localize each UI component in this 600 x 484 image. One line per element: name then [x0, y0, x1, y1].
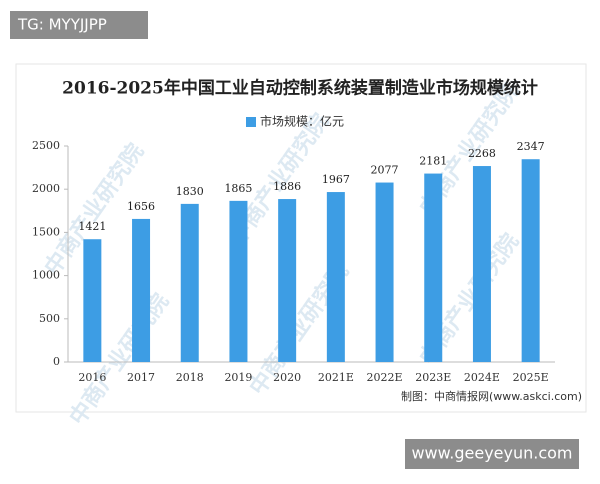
value-label: 2347 — [517, 140, 545, 153]
x-tick-label: 2022E — [367, 371, 403, 384]
source: 制图：中商情报网(www.askci.com) — [401, 389, 582, 403]
y-tick-label: 1000 — [32, 269, 60, 282]
y-tick-label: 2000 — [32, 182, 60, 195]
value-label: 1656 — [127, 200, 155, 213]
x-tick-label: 2024E — [464, 371, 500, 384]
chart-title: 2016-2025年中国工业自动控制系统装置制造业市场规模统计 — [62, 78, 538, 99]
x-tick-label: 2025E — [513, 371, 549, 384]
x-tick-label: 2023E — [415, 371, 451, 384]
y-tick-label: 2500 — [32, 139, 60, 152]
bar — [229, 200, 248, 362]
site-text: www.geeyeyun.com — [411, 444, 572, 463]
x-tick-label: 2020 — [273, 371, 301, 384]
x-tick-label: 2019 — [224, 371, 252, 384]
x-tick-label: 2021E — [318, 371, 354, 384]
bar — [83, 239, 102, 362]
value-label: 1830 — [176, 185, 204, 198]
value-label: 1886 — [273, 180, 301, 193]
bar — [278, 199, 297, 362]
bar — [424, 173, 443, 362]
x-tick-label: 2016 — [78, 371, 106, 384]
bar — [132, 218, 151, 362]
value-label: 2077 — [371, 164, 399, 177]
value-label: 1865 — [224, 182, 252, 195]
tag-text: TG: MYYJJPP — [17, 16, 107, 34]
bar — [326, 192, 345, 362]
value-label: 2181 — [419, 155, 447, 168]
bar — [375, 182, 394, 362]
x-tick-label: 2018 — [176, 371, 204, 384]
tag-box — [10, 11, 148, 39]
y-tick-label: 0 — [53, 355, 60, 368]
bar — [521, 159, 540, 362]
legend-label: 市场规模：亿元 — [260, 114, 344, 129]
y-tick-label: 1500 — [32, 225, 60, 238]
value-label: 1421 — [78, 220, 106, 233]
bar — [472, 166, 491, 362]
chart-frame — [15, 63, 587, 413]
x-tick-label: 2017 — [127, 371, 155, 384]
legend-swatch — [246, 117, 256, 127]
y-tick-label: 500 — [39, 312, 60, 325]
site-box — [405, 439, 579, 469]
value-label: 2268 — [468, 147, 496, 160]
value-label: 1967 — [322, 173, 350, 186]
bar — [180, 203, 199, 362]
